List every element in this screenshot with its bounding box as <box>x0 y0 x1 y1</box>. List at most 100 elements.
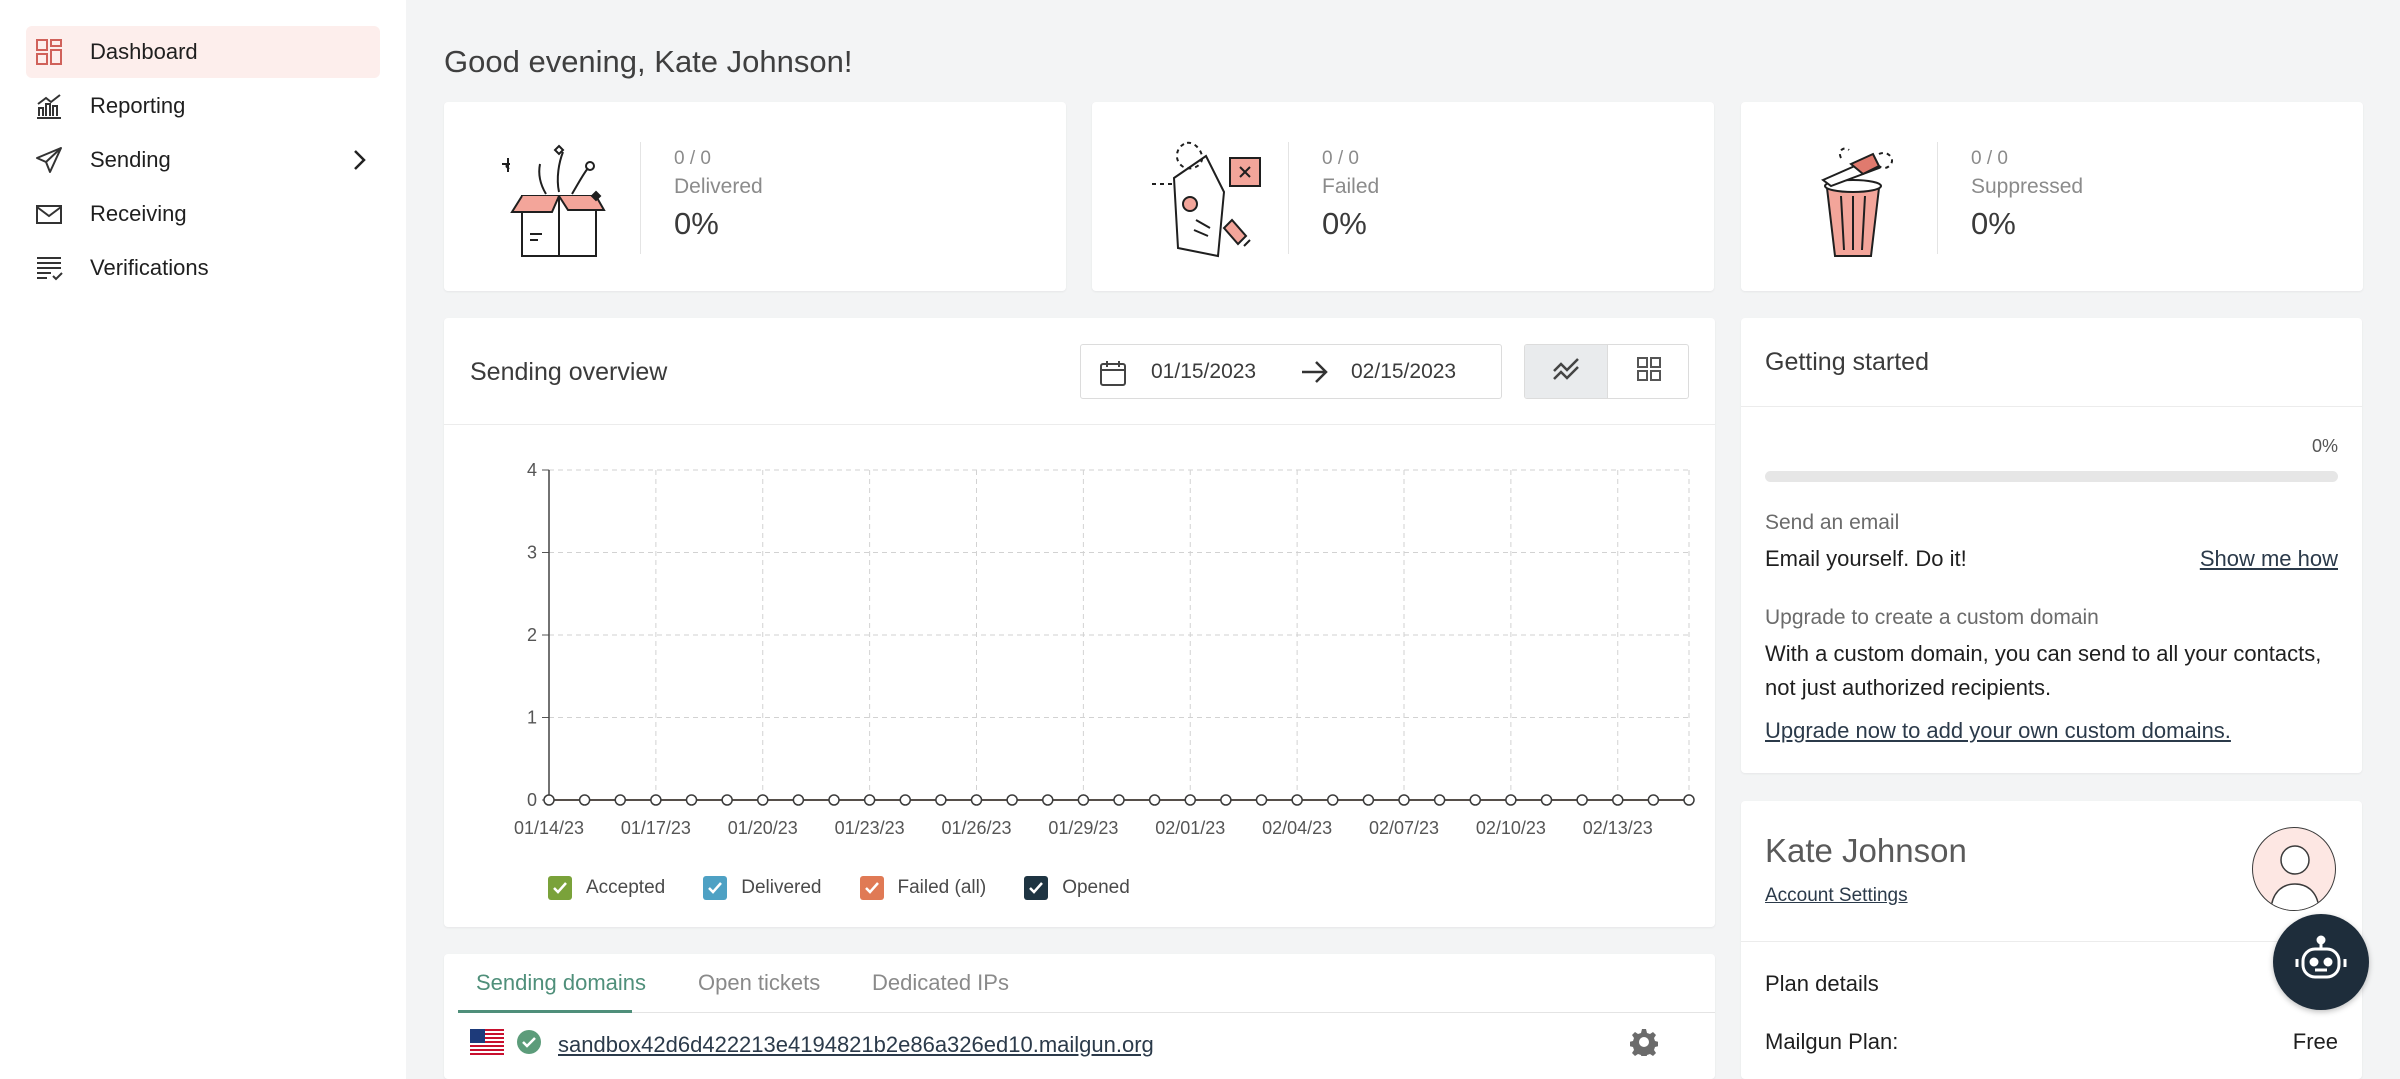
chevron-right-icon[interactable] <box>348 148 370 178</box>
y-tick-label: 4 <box>527 460 537 480</box>
data-point <box>1113 794 1125 806</box>
sidebar-item-label: Reporting <box>90 93 186 118</box>
data-point <box>1576 794 1588 806</box>
sending-overview-card: Sending overview 01/15/2023 02/15/2023 0… <box>444 318 1715 927</box>
bar-chart-icon <box>34 91 64 121</box>
grid-view-button[interactable] <box>1607 345 1688 398</box>
checkbox-icon[interactable] <box>859 876 884 900</box>
domain-link[interactable]: sandbox42d6d422213e4194821b2e86a326ed10.… <box>558 1031 1154 1057</box>
robot-icon <box>2294 935 2348 990</box>
domains-card: Sending domains Open tickets Dedicated I… <box>444 954 1715 1079</box>
stat-ratio: 0 / 0 <box>1322 148 1359 169</box>
data-point <box>1220 794 1232 806</box>
progress-bar <box>1765 471 2338 482</box>
data-point <box>792 794 805 806</box>
data-point <box>1291 794 1303 806</box>
data-point <box>935 794 947 806</box>
data-point <box>1647 794 1660 806</box>
data-point <box>1184 794 1196 806</box>
data-point <box>1006 794 1018 806</box>
legend-item-failed[interactable]: Failed (all) <box>859 876 987 900</box>
x-tick-label: 02/04/23 <box>1262 818 1332 838</box>
data-point <box>757 794 769 806</box>
x-tick-label: 01/17/23 <box>621 818 691 838</box>
getting-started-card: Getting started 0% Send an email Email y… <box>1741 318 2362 773</box>
show-me-how-link[interactable]: Show me how <box>2199 546 2338 571</box>
line-chart-view-button[interactable] <box>1525 345 1607 398</box>
sidebar-item-verifications[interactable]: Verifications <box>26 242 380 294</box>
stat-label: Failed <box>1322 175 1380 198</box>
sidebar-item-label: Receiving <box>90 201 187 226</box>
sidebar-item-reporting[interactable]: Reporting <box>26 80 380 132</box>
us-flag-icon <box>470 1029 504 1060</box>
y-tick-label: 2 <box>527 625 537 645</box>
data-point <box>578 794 591 806</box>
sidebar-item-receiving[interactable]: Receiving <box>26 188 380 240</box>
legend-item-delivered[interactable]: Delivered <box>703 876 822 900</box>
step-text: With a custom domain, you can send to al… <box>1765 641 2322 666</box>
trash-can-illustration <box>1793 136 1913 260</box>
checkbox-icon[interactable] <box>703 876 728 900</box>
plan-heading: Plan details <box>1765 971 1879 996</box>
sidebar-item-label: Sending <box>90 147 171 172</box>
chatbot-button[interactable] <box>2273 914 2369 1010</box>
grid-icon <box>1636 356 1662 387</box>
data-point <box>1327 794 1339 806</box>
x-tick-label: 01/26/23 <box>941 818 1011 838</box>
step-heading: Send an email <box>1765 511 1900 534</box>
data-point <box>1077 794 1090 806</box>
data-point <box>970 794 983 806</box>
step-text: Email yourself. Do it! <box>1765 546 1967 571</box>
data-point <box>1042 794 1054 806</box>
date-from[interactable]: 01/15/2023 <box>1151 360 1257 383</box>
data-point <box>899 794 911 806</box>
view-toggle <box>1524 344 1689 399</box>
account-settings-link[interactable]: Account Settings <box>1765 885 1908 906</box>
data-point <box>721 794 733 806</box>
stat-ratio: 0 / 0 <box>1971 148 2008 169</box>
date-to[interactable]: 02/15/2023 <box>1351 360 1457 383</box>
data-point <box>828 794 840 806</box>
date-range-picker[interactable]: 01/15/2023 02/15/2023 <box>1080 344 1502 399</box>
page-title: Good evening, Kate Johnson! <box>444 44 853 79</box>
data-point <box>1683 794 1695 806</box>
legend-item-opened[interactable]: Opened <box>1024 876 1130 900</box>
account-name: Kate Johnson <box>1765 832 1967 869</box>
x-tick-label: 02/13/23 <box>1583 818 1653 838</box>
checkbox-icon[interactable] <box>1024 876 1049 900</box>
data-point <box>685 794 698 806</box>
tab-sending-domains[interactable]: Sending domains <box>476 970 647 995</box>
failed-letter-illustration <box>1144 136 1264 260</box>
arrow-right-icon <box>1299 357 1329 393</box>
avatar[interactable] <box>2252 827 2336 911</box>
tab-dedicated-ips[interactable]: Dedicated IPs <box>872 970 1009 995</box>
upgrade-link[interactable]: Upgrade now to add your own custom domai… <box>1765 718 2231 743</box>
dashboard-icon <box>34 37 64 67</box>
legend-label: Failed (all) <box>897 877 987 898</box>
sidebar-item-sending[interactable]: Sending <box>26 134 380 186</box>
tab-open-tickets[interactable]: Open tickets <box>698 970 821 995</box>
x-tick-label: 02/01/23 <box>1155 818 1225 838</box>
stat-card-suppressed: 0 / 0 Suppressed 0% <box>1741 102 2363 291</box>
legend-item-accepted[interactable]: Accepted <box>548 876 665 900</box>
data-point <box>614 794 626 806</box>
calendar-icon <box>1099 359 1127 393</box>
y-tick-label: 1 <box>527 708 537 728</box>
sending-overview-chart: 0 1 2 3 4 01/14/23 01/17/23 01/20/23 01/23/23 01/… <box>514 460 1695 838</box>
x-tick-label: 01/23/23 <box>835 818 905 838</box>
stat-percent: 0% <box>1971 206 2016 241</box>
checkbox-icon[interactable] <box>548 876 572 900</box>
y-tick-label: 0 <box>527 790 537 810</box>
x-tick-label: 02/07/23 <box>1369 818 1439 838</box>
stat-card-delivered: 0 / 0 Delivered 0% <box>444 102 1066 291</box>
data-point <box>1433 794 1446 806</box>
table-row: sandbox42d6d422213e4194821b2e86a326ed10.… <box>470 1029 1154 1060</box>
data-point <box>1362 794 1375 806</box>
x-tick-label: 02/10/23 <box>1476 818 1546 838</box>
gear-icon[interactable] <box>1629 1028 1659 1061</box>
section-title: Sending overview <box>470 358 668 386</box>
sidebar-item-dashboard[interactable]: Dashboard <box>26 26 380 78</box>
x-tick-label: 01/20/23 <box>728 818 798 838</box>
sidebar-item-label: Verifications <box>90 255 209 280</box>
list-check-icon <box>34 253 64 283</box>
